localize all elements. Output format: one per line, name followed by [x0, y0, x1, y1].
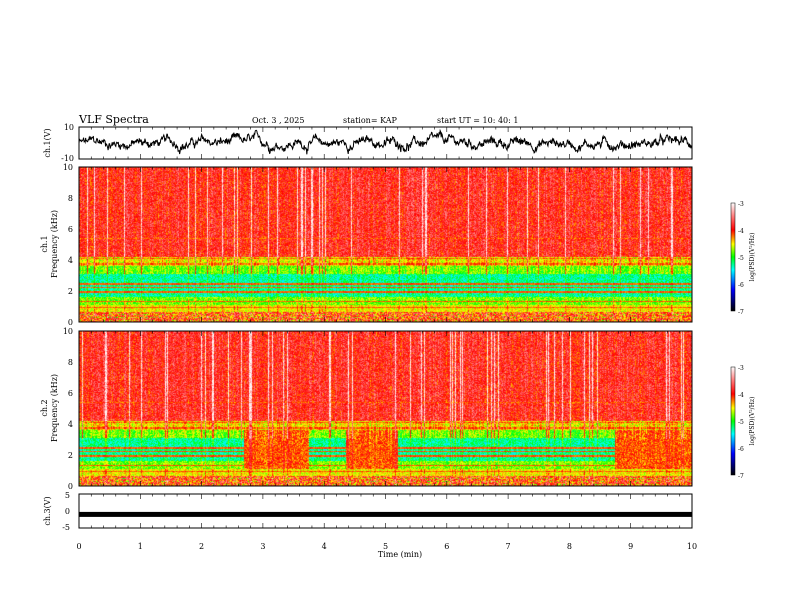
x-tick-label-10: 10: [687, 542, 697, 551]
ch2-cb-tick-m4: -4: [738, 392, 744, 399]
ch2-colorbar: -3 -4 -5 -6 -7 log(PSD)(V²/Hz): [730, 365, 756, 480]
ch1-cb-tick-m6: -6: [738, 282, 744, 289]
ch2-cb-tick-m3: -3: [738, 365, 744, 372]
x-tick-label-2: 2: [199, 542, 204, 551]
ch1-x-ticks: [78, 127, 693, 159]
ch1-freq-tick-10: 10: [63, 163, 73, 172]
ch2-frequency-axis-label: Frequency (kHz): [50, 374, 59, 442]
x-tick-label-6: 6: [444, 542, 449, 551]
ch1-waveform-trace: [78, 128, 693, 155]
ch2-spectrogram-panel: 0 2 4 6 8 10 ch.2 Frequency (kHz) -3 -4 …: [40, 327, 756, 491]
start-time-label: start UT = 10: 40: 1: [437, 116, 518, 125]
x-axis-tick-labels: 0 1 2 3 4 5 6 7 8 9 10: [76, 542, 697, 551]
ch2-freq-tick-0: 0: [68, 482, 73, 491]
ch2-freq-tick-4: 4: [68, 420, 73, 429]
ch2-freq-tick-10: 10: [63, 327, 73, 336]
ch1-freq-tick-6: 6: [68, 225, 73, 234]
ch1-spectrogram-panel: 0 2 4 6 8 10 ch.1 Frequency (kHz) -3 -4 …: [40, 163, 756, 327]
x-axis-label: Time (min): [378, 550, 422, 559]
x-tick-label-3: 3: [260, 542, 265, 551]
x-tick-label-0: 0: [76, 542, 81, 551]
ch2-spectrogram-image: [79, 331, 692, 486]
ch1-cb-tick-m4: -4: [738, 228, 744, 235]
x-tick-label-5: 5: [383, 542, 388, 551]
ch3-waveform-trace: [79, 511, 692, 517]
ch1-cb-tick-m7: -7: [738, 309, 744, 316]
station-label: station= KAP: [343, 116, 398, 125]
ch2-channel-label: ch.2: [40, 399, 49, 416]
ch2-freq-tick-2: 2: [68, 451, 73, 460]
x-tick-label-8: 8: [567, 542, 572, 551]
ch1-spectrogram-ticks: [78, 167, 693, 322]
ch3-waveform-panel: 5 0 -5 ch.3(V): [43, 491, 693, 532]
ch3-ytick-mid: 0: [65, 507, 70, 516]
ch2-freq-tick-8: 8: [68, 358, 73, 367]
ch3-ytick-top: 5: [65, 491, 70, 500]
x-tick-label-9: 9: [628, 542, 633, 551]
ch1-colorbar: -3 -4 -5 -6 -7 log(PSD)(V²/Hz): [730, 201, 756, 316]
ch3-x-ticks: [78, 494, 693, 528]
ch1-waveform-panel: 10 -10 ch.1(V): [43, 123, 693, 163]
ch1-colorbar-label: log(PSD)(V²/Hz): [749, 233, 756, 282]
ch1-spectrogram-image: [79, 167, 692, 322]
ch2-spectrogram-ticks: [78, 331, 693, 486]
ch1-ytick-top: 10: [64, 123, 74, 132]
ch1-ylabel: ch.1(V): [43, 128, 52, 157]
x-tick-label-1: 1: [138, 542, 143, 551]
ch1-ytick-bottom: -10: [61, 154, 74, 163]
ch1-freq-tick-0: 0: [68, 318, 73, 327]
ch2-cb-tick-m6: -6: [738, 446, 744, 453]
ch2-freq-tick-6: 6: [68, 389, 73, 398]
ch2-cb-tick-m7: -7: [738, 473, 744, 480]
figure-title: VLF Spectra: [78, 113, 149, 126]
ch1-frequency-axis-label: Frequency (kHz): [50, 210, 59, 278]
ch1-cb-tick-m3: -3: [738, 201, 744, 208]
ch3-ylabel: ch.3(V): [43, 496, 52, 525]
ch1-channel-label: ch.1: [40, 235, 49, 252]
ch1-freq-tick-2: 2: [68, 287, 73, 296]
ch1-cb-tick-m5: -5: [738, 255, 744, 262]
ch1-freq-tick-8: 8: [68, 194, 73, 203]
ch2-cb-tick-m5: -5: [738, 419, 744, 426]
date-label: Oct. 3 , 2025: [252, 116, 304, 125]
x-tick-label-7: 7: [506, 542, 511, 551]
ch2-colorbar-label: log(PSD)(V²/Hz): [749, 397, 756, 446]
ch3-ytick-bottom: -5: [62, 523, 70, 532]
ch1-freq-tick-4: 4: [68, 256, 73, 265]
x-tick-label-4: 4: [322, 542, 327, 551]
